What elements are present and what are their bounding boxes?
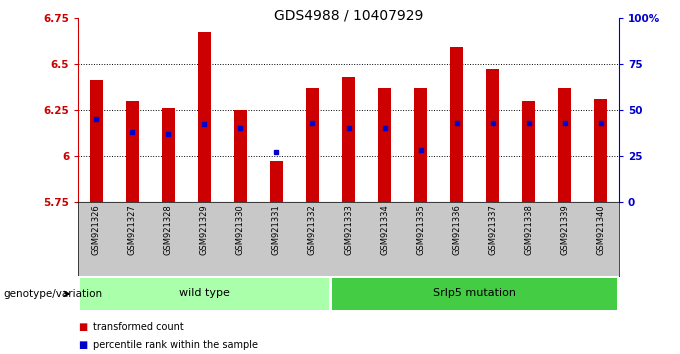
Text: Srlp5 mutation: Srlp5 mutation (433, 288, 516, 298)
Text: wild type: wild type (179, 288, 230, 298)
Text: percentile rank within the sample: percentile rank within the sample (93, 340, 258, 350)
Text: GSM921333: GSM921333 (344, 204, 353, 255)
Text: GSM921336: GSM921336 (452, 204, 461, 255)
Text: GSM921339: GSM921339 (560, 204, 569, 255)
Text: genotype/variation: genotype/variation (3, 289, 103, 299)
Bar (486, 69, 499, 202)
Bar (522, 101, 535, 202)
Bar (558, 88, 571, 202)
Text: GSM921338: GSM921338 (524, 204, 533, 255)
Bar (414, 88, 427, 202)
Text: GSM921328: GSM921328 (164, 204, 173, 255)
Text: transformed count: transformed count (93, 322, 184, 332)
Bar (198, 33, 211, 202)
Bar (270, 161, 283, 202)
Bar (306, 88, 319, 202)
Bar (378, 88, 391, 202)
Text: GSM921332: GSM921332 (308, 204, 317, 255)
Text: ■: ■ (78, 322, 88, 332)
Text: GDS4988 / 10407929: GDS4988 / 10407929 (274, 9, 423, 23)
Text: GSM921330: GSM921330 (236, 204, 245, 255)
Bar (234, 110, 247, 202)
Bar (333, 278, 617, 310)
Bar (80, 278, 328, 310)
Text: GSM921327: GSM921327 (128, 204, 137, 255)
Text: GSM921329: GSM921329 (200, 204, 209, 255)
Text: GSM921326: GSM921326 (92, 204, 101, 255)
Text: GSM921331: GSM921331 (272, 204, 281, 255)
Bar (126, 101, 139, 202)
Text: GSM921340: GSM921340 (596, 204, 605, 255)
Bar (342, 76, 355, 202)
Text: ■: ■ (78, 340, 88, 350)
Text: GSM921334: GSM921334 (380, 204, 389, 255)
Bar (90, 80, 103, 202)
Text: GSM921337: GSM921337 (488, 204, 497, 255)
Bar (162, 108, 175, 202)
Text: GSM921335: GSM921335 (416, 204, 425, 255)
Bar (594, 99, 607, 202)
Bar (450, 47, 463, 202)
